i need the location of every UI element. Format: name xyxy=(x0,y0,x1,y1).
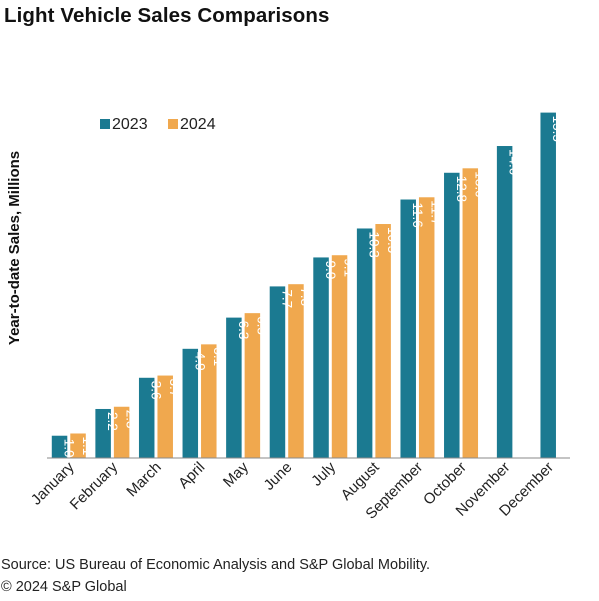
bar-data-label: 1.0 xyxy=(62,439,77,458)
bar-2023-june xyxy=(269,286,286,458)
bar-2023-january xyxy=(51,435,68,458)
bar-data-label: 4.9 xyxy=(192,352,207,371)
bar-2023-february xyxy=(95,408,111,458)
bar-group xyxy=(51,112,556,458)
bar-2023-december xyxy=(540,112,556,458)
bar-data-label: 10.5 xyxy=(385,227,400,253)
chart-title: Light Vehicle Sales Comparisons xyxy=(4,4,330,27)
x-tick-label-march: March xyxy=(123,459,164,500)
bar-data-label: 13.0 xyxy=(472,171,487,197)
bar-label-group: 1.0 1.1 2.2 2.3 3.6 3.7 4.9 5.1 6.3 6.5 7.7 7.8 9.0 9… xyxy=(62,116,566,458)
bar-2024-may xyxy=(244,313,261,458)
bar-data-label: 9.1 xyxy=(342,258,357,277)
bar-data-label: 3.7 xyxy=(167,379,182,398)
bar-data-label: 3.6 xyxy=(149,381,164,400)
bar-data-label: 5.1 xyxy=(211,347,226,366)
x-tick-label-february: February xyxy=(67,458,122,513)
source-note: Source: US Bureau of Economic Analysis a… xyxy=(1,557,431,573)
bar-2024-january xyxy=(70,433,86,458)
bar-2023-november xyxy=(496,146,513,458)
bar-2023-april xyxy=(182,348,199,458)
bar-data-label: 6.3 xyxy=(236,321,251,340)
bar-data-label: 10.3 xyxy=(367,231,382,257)
bar-data-label: 1.1 xyxy=(80,436,95,455)
bar-data-label: 15.5 xyxy=(550,116,565,142)
bar-2023-october xyxy=(444,172,460,458)
x-tick-label-may: May xyxy=(220,458,252,490)
bar-data-label: 7.8 xyxy=(298,287,313,306)
bar-2024-june xyxy=(288,284,304,458)
bar-2024-march xyxy=(157,375,173,458)
copyright-note: © 2024 S&P Global xyxy=(1,579,127,595)
legend-swatch-2024 xyxy=(168,119,178,129)
chart-legend: 2023 2024 xyxy=(100,116,216,133)
x-tick-label-june: June xyxy=(261,459,296,494)
legend-label-2023: 2023 xyxy=(112,116,148,133)
bar-2024-august xyxy=(375,224,391,458)
bar-2023-september xyxy=(400,199,416,458)
bar-2024-july xyxy=(331,255,348,458)
bar-2024-april xyxy=(201,344,217,458)
x-tick-label-july: July xyxy=(308,458,339,489)
bar-2023-july xyxy=(313,257,329,458)
bar-2023-march xyxy=(138,377,155,458)
bar-data-label: 11.7 xyxy=(429,200,444,225)
bar-2023-may xyxy=(226,317,242,458)
bar-2023-august xyxy=(356,228,373,458)
bar-data-label: 11.6 xyxy=(410,203,425,228)
bar-data-label: 6.5 xyxy=(254,316,269,335)
x-tick-label-april: April xyxy=(175,459,208,492)
bar-data-label: 2.3 xyxy=(124,410,139,429)
bar-data-label: 7.7 xyxy=(279,289,294,308)
bar-data-label: 2.2 xyxy=(105,412,120,431)
bar-2024-february xyxy=(113,406,130,458)
bar-data-label: 9.0 xyxy=(323,260,338,279)
bar-data-label: 12.8 xyxy=(454,176,469,202)
y-axis-label: Year-to-date Sales, Millions xyxy=(6,151,23,345)
legend-swatch-2023 xyxy=(100,119,110,129)
bar-data-label: 14.0 xyxy=(507,149,522,175)
bar-2024-september xyxy=(418,197,435,458)
legend-label-2024: 2024 xyxy=(180,116,216,133)
bar-2024-october xyxy=(462,168,479,458)
